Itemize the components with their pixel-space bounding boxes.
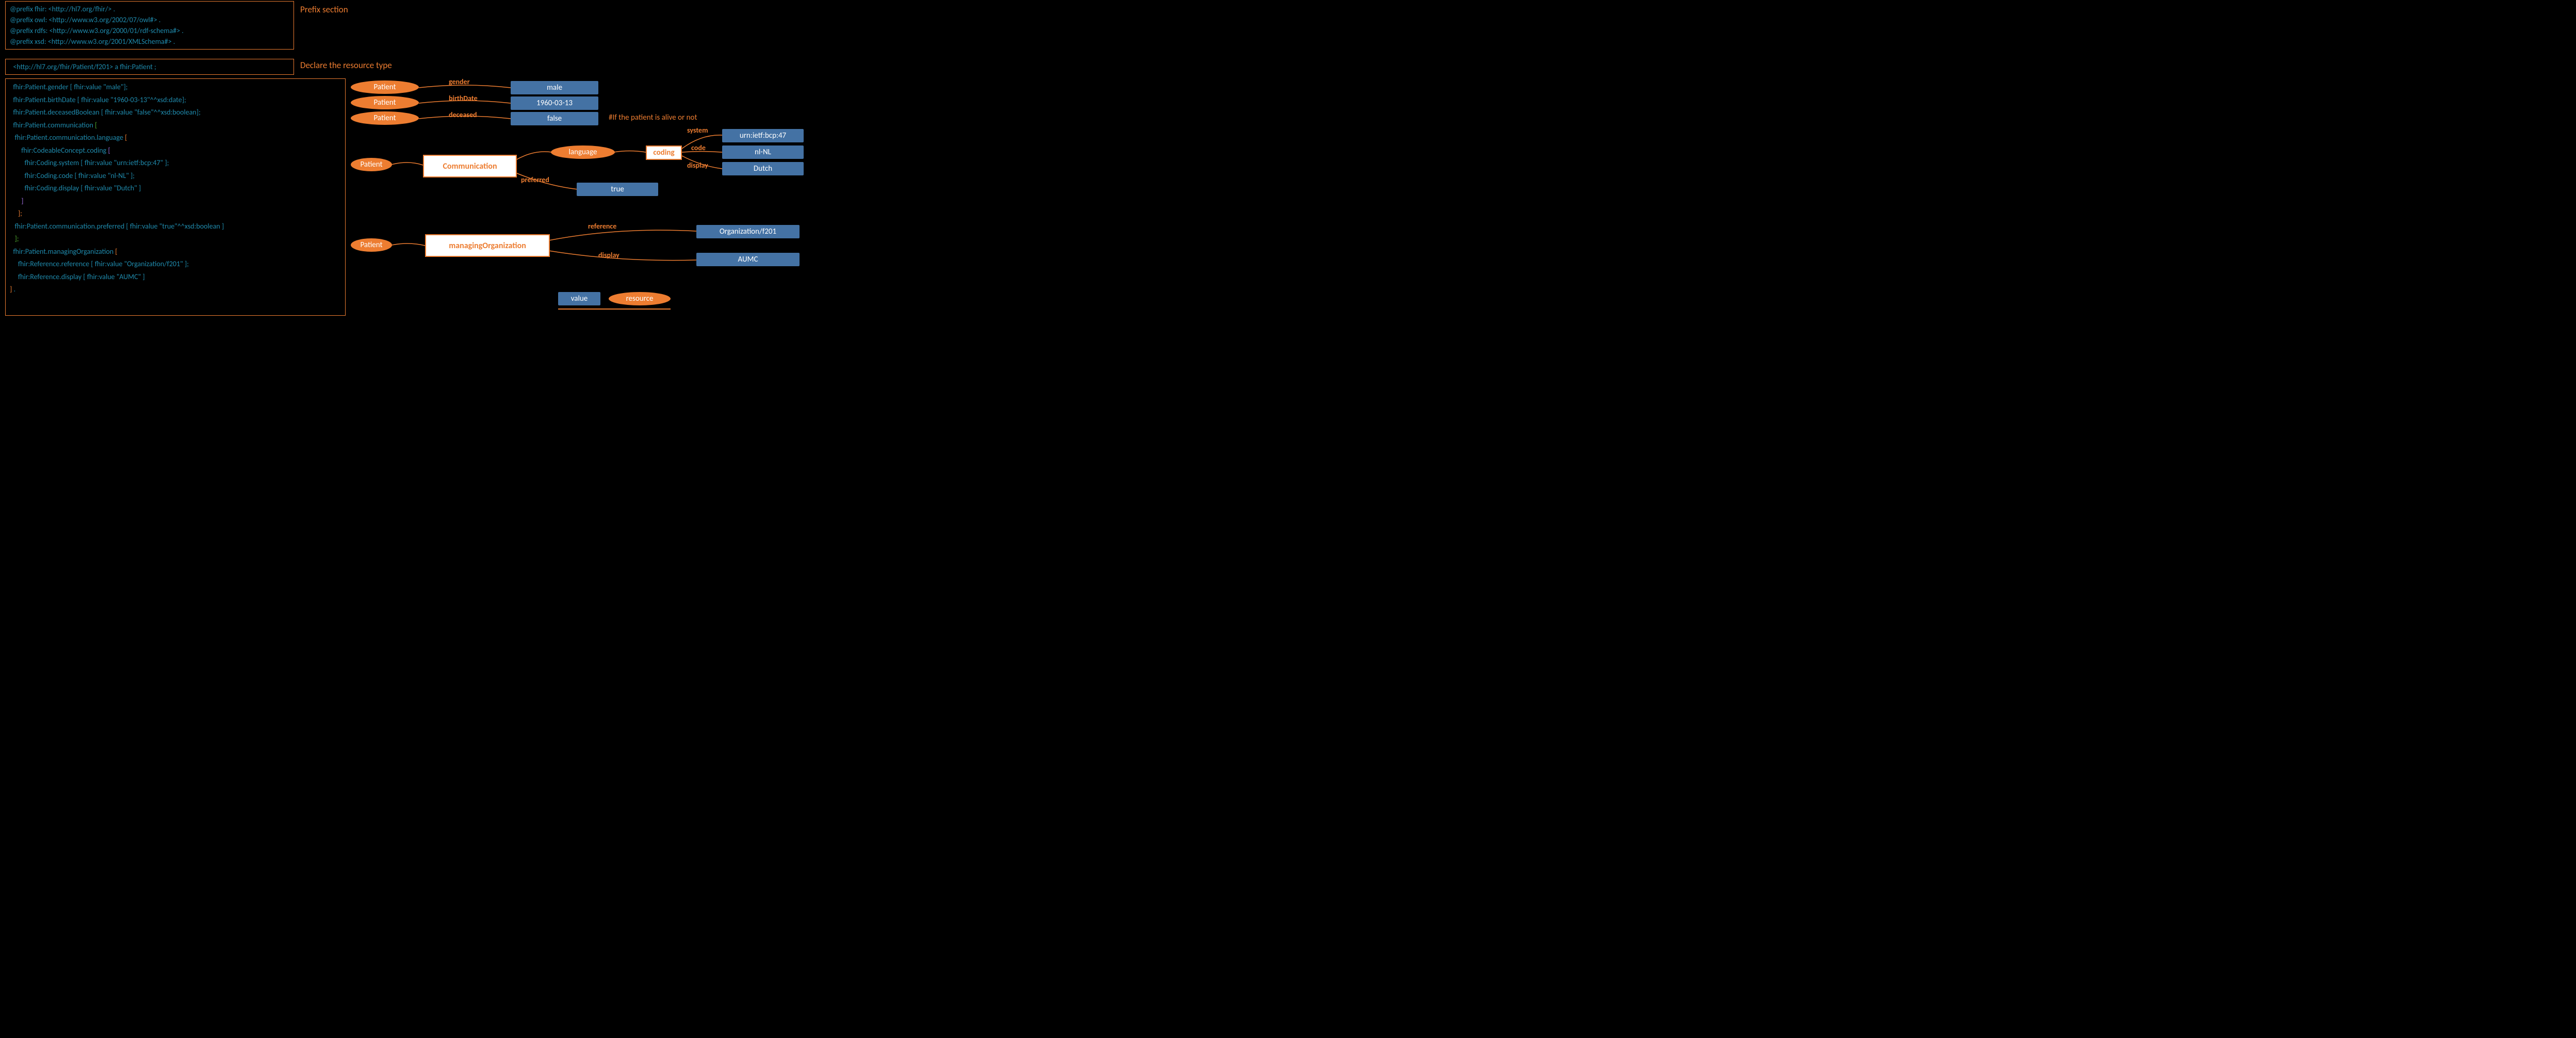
declare-label: Declare the resource type bbox=[300, 60, 392, 71]
managing-org-node: managingOrganization bbox=[425, 234, 550, 257]
patient-node-3: Patient bbox=[351, 111, 419, 125]
code-line: fhir:Coding.code [ fhir:value "nl-NL" ]; bbox=[10, 170, 341, 183]
edge-display-1: display bbox=[687, 161, 708, 170]
code-line: @prefix xsd: <http://www.w3.org/2001/XML… bbox=[10, 36, 289, 47]
code-line: ]; bbox=[10, 207, 341, 220]
code-line: fhir:Patient.communication.preferred [ f… bbox=[10, 220, 341, 233]
value-true: true bbox=[577, 183, 658, 196]
edge-display-2: display bbox=[598, 251, 619, 260]
code-line: fhir:Reference.display [ fhir:value "AUM… bbox=[10, 271, 341, 284]
value-dutch: Dutch bbox=[722, 162, 804, 175]
code-line: fhir:Patient.communication [ bbox=[10, 119, 341, 132]
edge-system: system bbox=[687, 126, 708, 135]
comment-alive: #If the patient is alive or not bbox=[609, 113, 697, 122]
code-line: fhir:Patient.managingOrganization [ bbox=[10, 246, 341, 258]
edge-birthdate: birthDate bbox=[449, 94, 478, 103]
body-box: fhir:Patient.gender [ fhir:value "male"]… bbox=[5, 78, 346, 316]
code-line: <http://hl7.org/fhir/Patient/f201> a fhi… bbox=[10, 61, 289, 72]
communication-node: Communication bbox=[423, 155, 517, 177]
prefix-label: Prefix section bbox=[300, 4, 348, 15]
patient-node-4: Patient bbox=[351, 158, 392, 171]
code-line: fhir:Reference.reference [ fhir:value "O… bbox=[10, 258, 341, 271]
value-nlnl: nl-NL bbox=[722, 145, 804, 159]
code-line: fhir:Patient.deceasedBoolean [ fhir:valu… bbox=[10, 106, 341, 119]
value-false: false bbox=[511, 112, 598, 125]
legend-value: value bbox=[558, 292, 600, 305]
language-node: language bbox=[551, 145, 615, 159]
code-line: fhir:Patient.communication.language [ bbox=[10, 132, 341, 144]
coding-node: coding bbox=[646, 145, 682, 160]
legend-resource: resource bbox=[609, 292, 671, 305]
edge-reference: reference bbox=[588, 222, 616, 231]
patient-node-1: Patient bbox=[351, 80, 419, 94]
value-birthdate: 1960-03-13 bbox=[511, 96, 598, 110]
code-line: fhir:Patient.birthDate [ fhir:value "196… bbox=[10, 94, 341, 107]
patient-node-5: Patient bbox=[351, 238, 392, 252]
edge-preferred: preferred bbox=[521, 175, 549, 184]
patient-node-2: Patient bbox=[351, 96, 419, 109]
code-line: @prefix owl: <http://www.w3.org/2002/07/… bbox=[10, 14, 289, 25]
legend-underline bbox=[558, 309, 671, 310]
value-orgf201: Organization/f201 bbox=[696, 225, 800, 238]
value-male: male bbox=[511, 81, 598, 94]
code-line: ] bbox=[10, 195, 341, 208]
code-line: fhir:Patient.gender [ fhir:value "male"]… bbox=[10, 81, 341, 94]
code-line: ]; bbox=[10, 233, 341, 246]
code-line: @prefix rdfs: <http://www.w3.org/2000/01… bbox=[10, 25, 289, 36]
code-line: fhir:CodeableConcept.coding [ bbox=[10, 144, 341, 157]
code-line: @prefix fhir: <http://hl7.org/fhir/> . bbox=[10, 4, 289, 14]
edge-code: code bbox=[691, 143, 706, 152]
prefix-box: @prefix fhir: <http://hl7.org/fhir/> . @… bbox=[5, 1, 294, 50]
value-aumc: AUMC bbox=[696, 253, 800, 266]
code-line: fhir:Coding.system [ fhir:value "urn:iet… bbox=[10, 157, 341, 170]
code-line: ] . bbox=[10, 283, 341, 296]
value-urn: urn:ietf:bcp:47 bbox=[722, 129, 804, 142]
code-line: fhir:Coding.display [ fhir:value "Dutch"… bbox=[10, 182, 341, 195]
declare-box: <http://hl7.org/fhir/Patient/f201> a fhi… bbox=[5, 59, 294, 75]
edge-gender: gender bbox=[449, 77, 470, 86]
edge-deceased: deceased bbox=[449, 110, 477, 119]
